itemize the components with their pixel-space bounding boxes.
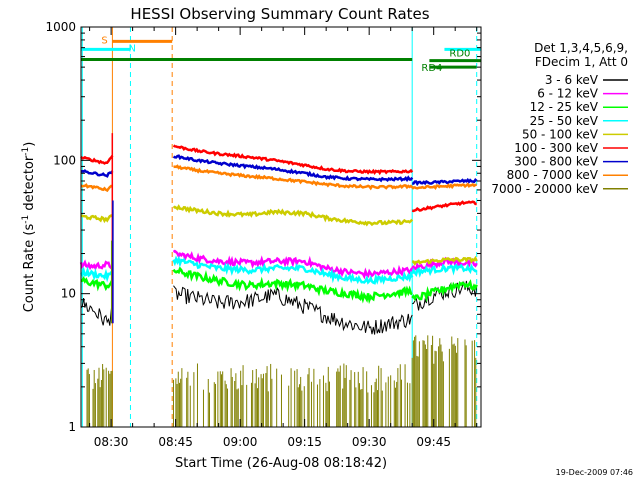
- legend-header-line-2: FDecim 1, Att 0: [535, 55, 628, 69]
- legend: Det 1,3,4,5,6,9, FDecim 1, Att 0 3 - 6 k…: [491, 41, 628, 196]
- y-axis-label-mid: detector: [22, 155, 37, 215]
- y-axis-label-end: ): [22, 142, 37, 147]
- y-axis-label-sup1: -1: [21, 215, 31, 224]
- x-tick-label-4: 09:30: [352, 435, 387, 449]
- x-tick-label-0: 08:30: [94, 435, 129, 449]
- series-7000-20000-kev-segment-1: [172, 363, 411, 427]
- series-300-800-kev: [80, 154, 478, 187]
- flag-label-s: S: [101, 35, 107, 46]
- chart-title: HESSI Observing Summary Count Rates: [130, 5, 429, 23]
- series-25-50-kev: [80, 255, 478, 285]
- legend-label-5: 100 - 300 keV: [514, 141, 598, 155]
- plot-frame: [80, 26, 482, 428]
- flag-label-n: N: [128, 43, 135, 54]
- legend-label-3: 25 - 50 keV: [530, 114, 599, 128]
- legend-label-1: 6 - 12 keV: [537, 87, 599, 101]
- y-tick-label-2: 100: [53, 153, 76, 167]
- legend-label-8: 7000 - 20000 keV: [491, 182, 598, 196]
- flag-labels: S N RD0 RD4: [101, 35, 470, 74]
- x-tick-label-1: 08:45: [158, 435, 193, 449]
- series-800-7000-kev: [80, 164, 477, 193]
- series-7000-20000-kev-segment-0: [80, 364, 113, 427]
- footer-timestamp: 19-Dec-2009 07:46: [556, 468, 633, 477]
- legend-label-0: 3 - 6 keV: [545, 73, 599, 87]
- y-axis-label-sup2: -1: [21, 147, 31, 156]
- series-100-300-kev: [80, 144, 477, 213]
- series-7000-20000-kev-segment-2: [411, 335, 477, 427]
- y-axis: 1 10 100 1000: [45, 20, 481, 434]
- x-axis-label: Start Time (26-Aug-08 08:18:42): [175, 456, 387, 471]
- legend-label-4: 50 - 100 keV: [522, 127, 599, 141]
- y-axis-label: Count Rate (s-1 detector-1): [21, 142, 37, 313]
- legend-label-6: 300 - 800 keV: [514, 155, 598, 169]
- y-axis-label-main: Count Rate (s: [22, 224, 37, 313]
- x-tick-label-2: 09:00: [223, 435, 258, 449]
- series-50-100-kev: [80, 204, 478, 266]
- flare-spike: [110, 133, 114, 324]
- series-12-25-kev: [80, 266, 478, 305]
- plot-area: S N RD0 RD4: [79, 27, 481, 427]
- legend-header-line-1: Det 1,3,4,5,6,9,: [534, 41, 628, 55]
- y-tick-label-1: 10: [61, 287, 76, 301]
- x-tick-label-3: 09:15: [287, 435, 322, 449]
- legend-label-7: 800 - 7000 keV: [507, 168, 599, 182]
- x-axis: 08:30 08:45 09:00 09:15 09:30 09:45: [89, 27, 478, 449]
- flag-label-rd0: RD0: [449, 49, 470, 60]
- y-tick-label-3: 1000: [45, 20, 76, 34]
- legend-label-2: 12 - 25 keV: [530, 100, 599, 114]
- flag-label-rd4: RD4: [421, 63, 442, 74]
- series-6-12-kev: [79, 249, 478, 280]
- y-tick-label-0: 1: [68, 420, 76, 434]
- x-tick-label-5: 09:45: [416, 435, 451, 449]
